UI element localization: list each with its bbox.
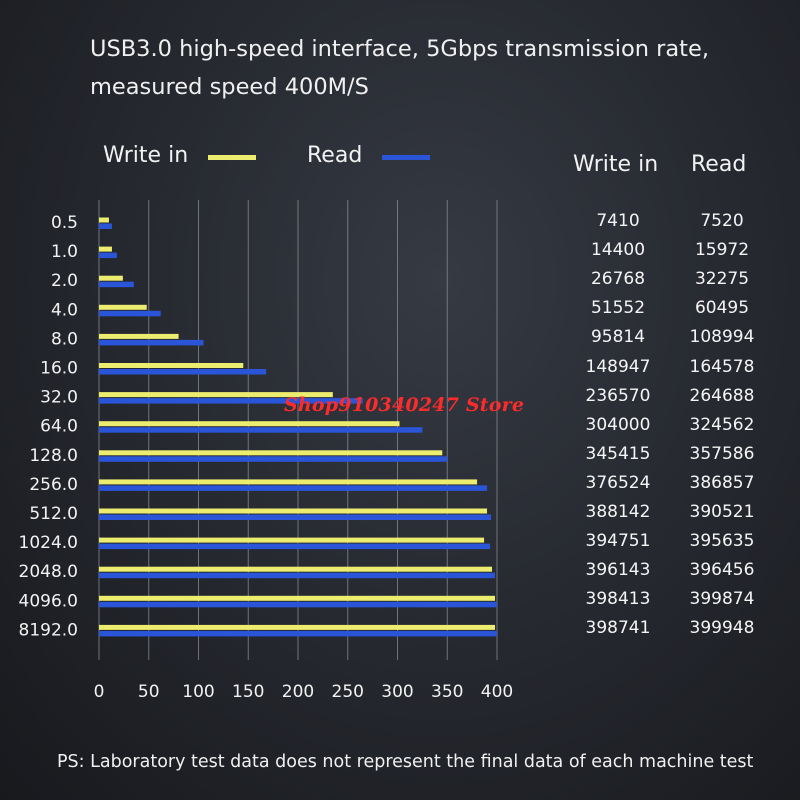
y-category-label: 256.0 bbox=[29, 475, 78, 495]
table-cell-write: 236570 bbox=[585, 385, 651, 406]
legend-read: Read bbox=[307, 143, 431, 168]
read-bar bbox=[99, 456, 448, 462]
y-category-label: 2048.0 bbox=[19, 562, 78, 582]
table-cell-read: 164578 bbox=[689, 356, 755, 377]
x-tick-label: 400 bbox=[481, 682, 513, 702]
read-bar bbox=[99, 572, 496, 579]
y-category-label: 64.0 bbox=[40, 417, 78, 437]
x-tick-label: 50 bbox=[138, 682, 160, 702]
y-category-label: 512.0 bbox=[29, 504, 78, 524]
table-cell-read: 390521 bbox=[689, 502, 755, 522]
table-header-read: Read bbox=[691, 152, 747, 177]
legend-write: Write in bbox=[103, 143, 257, 168]
write-bar bbox=[99, 217, 109, 223]
table-cell-read: 15972 bbox=[694, 240, 750, 261]
table-cell-write: 394751 bbox=[585, 531, 651, 552]
table-cell-read: 399874 bbox=[689, 589, 755, 610]
footer-note: PS: Laboratory test data does not repres… bbox=[57, 752, 754, 772]
write-bar bbox=[99, 246, 112, 252]
table-cell-write: 304000 bbox=[585, 414, 651, 435]
table-cell-write: 7410 bbox=[596, 211, 640, 231]
table-cell-write: 95814 bbox=[590, 327, 646, 348]
read-bar bbox=[99, 630, 497, 637]
table-cell-read: 264688 bbox=[689, 385, 755, 406]
read-bar bbox=[99, 601, 497, 608]
headline-line-2: measured speed 400M/S bbox=[90, 74, 369, 100]
table-cell-read: 399948 bbox=[689, 618, 755, 639]
legend-read-label: Read bbox=[307, 143, 363, 168]
legend-write-label: Write in bbox=[103, 143, 189, 168]
write-bar bbox=[99, 275, 123, 281]
table-cell-write: 26768 bbox=[590, 269, 646, 290]
y-category-label: 32.0 bbox=[40, 388, 78, 408]
y-category-label: 128.0 bbox=[29, 446, 78, 466]
x-tick-label: 200 bbox=[282, 682, 314, 702]
table-cell-read: 395635 bbox=[689, 531, 755, 552]
store-watermark: Shop910340247 Store bbox=[284, 394, 525, 416]
read-bar bbox=[99, 369, 267, 375]
read-bar bbox=[99, 223, 112, 229]
write-bar bbox=[99, 392, 333, 398]
y-category-label: 2.0 bbox=[51, 271, 78, 291]
write-bar bbox=[99, 537, 485, 543]
table-cell-read: 357586 bbox=[689, 443, 755, 464]
read-bar bbox=[99, 543, 491, 550]
x-tick-label: 150 bbox=[232, 682, 264, 702]
table-cell-write: 345415 bbox=[585, 443, 651, 464]
table-cell-write: 398741 bbox=[585, 618, 651, 639]
y-category-label: 8192.0 bbox=[19, 620, 78, 640]
table-cell-write: 14400 bbox=[590, 240, 646, 261]
y-category-label: 0.5 bbox=[51, 213, 78, 233]
x-tick-label: 250 bbox=[332, 682, 364, 702]
write-bar bbox=[99, 595, 496, 601]
table-cell-read: 32275 bbox=[694, 269, 750, 290]
read-bar bbox=[99, 339, 204, 346]
y-category-label: 8.0 bbox=[51, 329, 78, 349]
x-tick-label: 100 bbox=[182, 682, 214, 702]
table-cell-read: 396456 bbox=[689, 560, 755, 581]
table-cell-write: 376524 bbox=[585, 472, 651, 493]
y-category-label: 16.0 bbox=[40, 359, 78, 379]
table-cell-write: 148947 bbox=[585, 356, 651, 377]
write-bar bbox=[99, 333, 179, 339]
write-bar bbox=[99, 363, 244, 368]
write-bar bbox=[99, 624, 496, 630]
table-cell-read: 108994 bbox=[689, 327, 755, 348]
write-bar bbox=[99, 450, 443, 456]
read-bar bbox=[99, 252, 117, 259]
table-cell-write: 398413 bbox=[585, 589, 651, 610]
table-cell-read: 324562 bbox=[689, 414, 755, 435]
y-category-label: 4.0 bbox=[51, 300, 78, 320]
read-bar bbox=[99, 485, 488, 491]
y-category-label: 1.0 bbox=[51, 242, 78, 262]
read-bar bbox=[99, 427, 423, 433]
table-cell-read: 60495 bbox=[694, 298, 750, 319]
read-bar bbox=[99, 281, 134, 288]
table-cell-write: 388142 bbox=[585, 502, 651, 522]
headline: USB3.0 high-speed interface, 5Gbps trans… bbox=[90, 30, 770, 106]
table-cell-read: 7520 bbox=[700, 211, 744, 231]
headline-line-1: USB3.0 high-speed interface, 5Gbps trans… bbox=[90, 36, 710, 62]
x-tick-label: 350 bbox=[431, 682, 463, 702]
read-bar bbox=[99, 514, 492, 520]
y-category-label: 4096.0 bbox=[19, 591, 78, 611]
table-cell-write: 396143 bbox=[585, 560, 651, 581]
read-bar bbox=[99, 398, 363, 404]
table-header-write: Write in bbox=[573, 152, 659, 177]
write-bar bbox=[99, 304, 147, 310]
legend-read-swatch bbox=[382, 155, 431, 160]
x-tick-label: 300 bbox=[381, 682, 413, 702]
table-cell-read: 386857 bbox=[689, 472, 755, 493]
write-bar bbox=[99, 421, 400, 427]
write-bar bbox=[99, 566, 493, 572]
write-bar bbox=[99, 508, 488, 514]
x-tick-label: 0 bbox=[94, 682, 105, 702]
y-category-label: 1024.0 bbox=[19, 533, 78, 553]
read-bar bbox=[99, 310, 161, 317]
legend-write-swatch bbox=[208, 155, 257, 160]
write-bar bbox=[99, 479, 478, 485]
table-cell-write: 51552 bbox=[590, 298, 646, 319]
